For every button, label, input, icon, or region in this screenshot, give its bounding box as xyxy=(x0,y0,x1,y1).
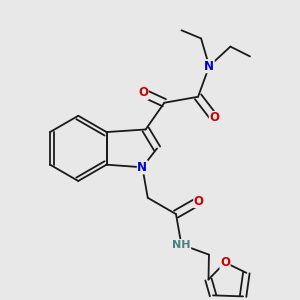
Text: NH: NH xyxy=(172,240,190,250)
Text: O: O xyxy=(194,195,204,208)
Text: O: O xyxy=(138,86,148,100)
Text: O: O xyxy=(220,256,230,269)
Text: N: N xyxy=(204,60,214,73)
Text: N: N xyxy=(137,161,147,174)
Text: O: O xyxy=(209,112,219,124)
